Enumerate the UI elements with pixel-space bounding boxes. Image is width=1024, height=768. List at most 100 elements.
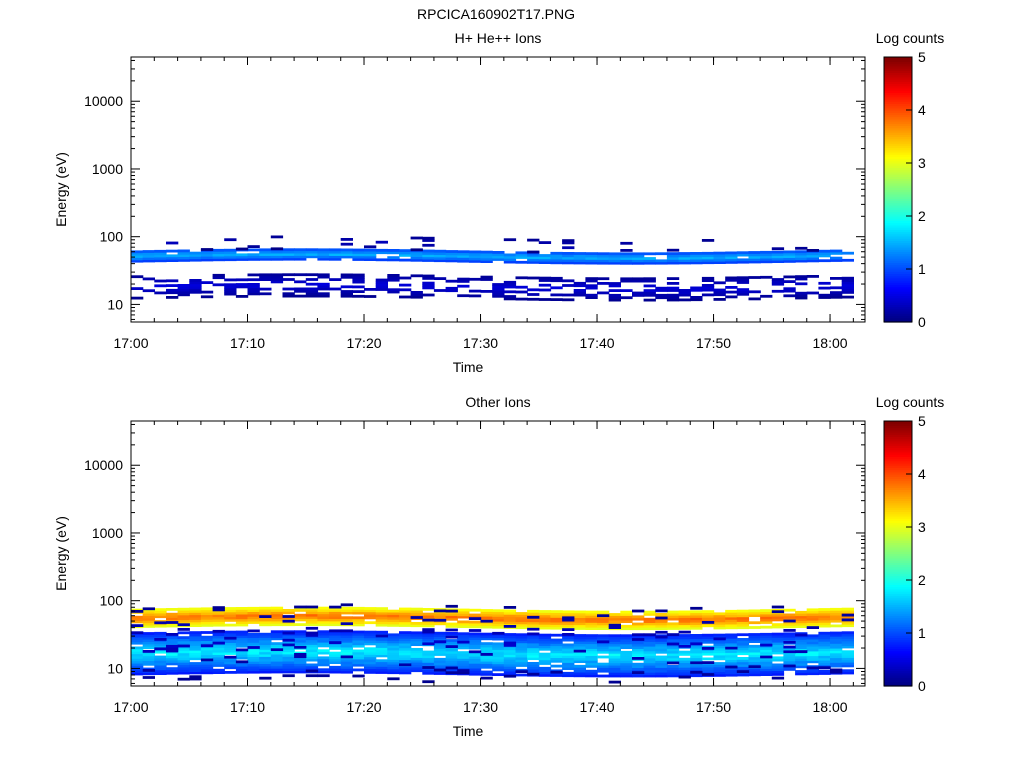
heatmap-cell — [515, 297, 528, 301]
heatmap-cell — [340, 661, 353, 665]
heatmap-cell — [841, 652, 854, 656]
heatmap-cell — [200, 671, 214, 675]
heatmap-cell — [573, 615, 586, 618]
heatmap-cell — [305, 250, 319, 254]
colorbar-segment — [884, 238, 912, 241]
heatmap-cell — [701, 259, 715, 262]
heatmap-cell — [189, 664, 202, 668]
heatmap-cell — [550, 624, 563, 628]
heatmap-cell — [247, 618, 260, 622]
heatmap-cell — [375, 659, 388, 663]
heatmap-cell — [608, 623, 621, 627]
heatmap-cell — [177, 644, 190, 648]
heatmap-cell — [678, 638, 691, 642]
heatmap-cell — [457, 255, 470, 258]
heatmap-cell — [503, 606, 517, 609]
heatmap-cell — [666, 624, 680, 628]
heatmap-cell — [399, 288, 412, 292]
heatmap-cell — [166, 241, 179, 245]
y-axis-label: Energy (eV) — [53, 152, 69, 227]
heatmap-cell — [235, 253, 249, 257]
heatmap-cell — [632, 641, 645, 645]
heatmap-cell — [585, 634, 598, 637]
heatmap-cell — [235, 642, 249, 646]
y-tick-label: 10000 — [84, 93, 123, 109]
heatmap-cell — [503, 611, 517, 615]
heatmap-cell — [760, 618, 773, 622]
heatmap-cell — [410, 666, 423, 670]
colorbar-segment — [884, 591, 912, 594]
heatmap-cell — [480, 632, 493, 636]
heatmap-cell — [131, 252, 144, 256]
heatmap-cell — [340, 275, 353, 279]
heatmap-cell — [818, 254, 831, 258]
heatmap-cell — [189, 290, 202, 294]
heatmap-cell — [399, 295, 412, 299]
heatmap-cell — [375, 621, 388, 625]
heatmap-cell — [270, 273, 284, 277]
heatmap-cell — [550, 626, 563, 630]
heatmap-cell — [457, 663, 470, 666]
heatmap-cell — [597, 640, 610, 644]
heatmap-cell — [131, 275, 144, 279]
heatmap-cell — [200, 256, 214, 259]
heatmap-cell — [538, 261, 552, 264]
heatmap-cell — [340, 639, 353, 643]
heatmap-cell — [713, 655, 726, 658]
heatmap-cell — [142, 634, 155, 638]
heatmap-cell — [200, 661, 214, 665]
heatmap-cell — [771, 639, 785, 643]
heatmap-cell — [503, 280, 517, 284]
heatmap-cell — [142, 650, 155, 653]
heatmap-cell — [305, 609, 319, 612]
heatmap-cell — [433, 653, 447, 656]
heatmap-cell — [212, 654, 225, 658]
heatmap-cell — [690, 634, 703, 637]
heatmap-cell — [259, 287, 272, 291]
heatmap-cell — [713, 617, 726, 620]
colorbar-segment — [884, 637, 912, 641]
heatmap-cell — [573, 641, 586, 644]
heatmap-cell — [317, 656, 330, 660]
heatmap-cell — [399, 647, 412, 651]
heatmap-cell — [329, 609, 342, 612]
heatmap-cell — [422, 254, 435, 258]
colorbar-segment — [884, 555, 912, 559]
colorbar-segment — [884, 608, 912, 612]
colorbar-segment — [884, 140, 912, 144]
colorbar-segment — [884, 566, 912, 570]
heatmap-cell — [445, 257, 458, 260]
heatmap-cell — [492, 637, 505, 641]
heatmap-cell — [305, 631, 319, 635]
heatmap-cell — [643, 667, 656, 671]
heatmap-cell — [597, 627, 610, 630]
heatmap-cell — [247, 635, 260, 638]
heatmap-cell — [247, 611, 260, 615]
heatmap-cell — [317, 649, 330, 653]
heatmap-cell — [224, 671, 237, 674]
heatmap-cell — [736, 619, 750, 622]
heatmap-cell — [387, 614, 400, 618]
heatmap-cell — [457, 257, 470, 261]
colorbar-segment — [884, 227, 912, 230]
heatmap-cell — [154, 655, 167, 659]
heatmap-cell — [643, 259, 656, 263]
heatmap-cell — [666, 653, 680, 656]
colorbar-segment — [884, 529, 912, 533]
colorbar-segment — [884, 125, 912, 129]
heatmap-cell — [538, 633, 552, 637]
heatmap-cell — [690, 261, 703, 265]
heatmap-cell — [224, 649, 237, 653]
heatmap-cell — [655, 635, 668, 639]
colorbar-segment — [884, 96, 912, 100]
heatmap-cell — [655, 616, 668, 620]
heatmap-cell — [305, 665, 319, 669]
heatmap-cell — [270, 257, 284, 261]
heatmap-cell — [515, 621, 528, 625]
colorbar-segment — [884, 196, 912, 199]
heatmap-cell — [177, 659, 190, 663]
heatmap-cell — [282, 643, 295, 647]
heatmap-cell — [131, 663, 144, 666]
colorbar-segment — [884, 138, 912, 142]
heatmap-cell — [666, 296, 680, 299]
